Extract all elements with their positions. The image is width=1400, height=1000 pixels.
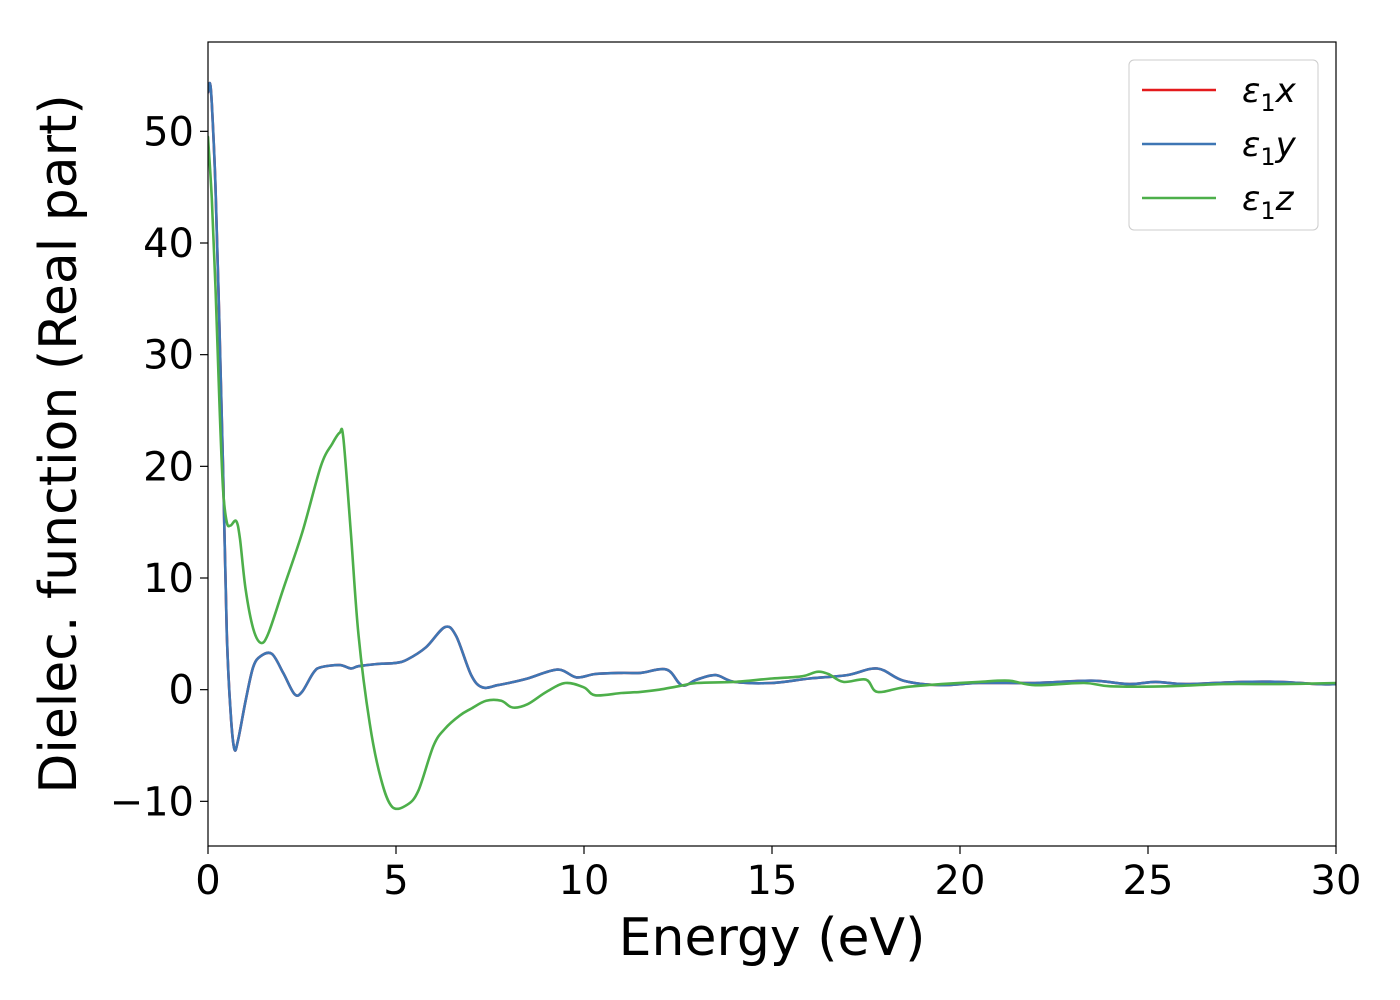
legend-epsilon: ε (1242, 125, 1260, 165)
legend-box (1128, 59, 1319, 231)
y-tick-label: 50 (143, 109, 194, 155)
legend-label-y: ε1y (1242, 125, 1297, 171)
series-layer (208, 81, 1336, 811)
y-tick-label: 40 (143, 221, 194, 267)
legend-variable: z (1275, 179, 1295, 219)
x-tick-label: 25 (1123, 858, 1174, 904)
x-tick-label: 30 (1311, 858, 1362, 904)
x-tick-label: 0 (195, 858, 220, 904)
legend-variable: y (1275, 125, 1297, 165)
legend-epsilon: ε (1242, 71, 1260, 111)
legend-subscript: 1 (1260, 197, 1275, 225)
legend-label-z: ε1z (1242, 179, 1295, 225)
x-axis-label: Energy (eV) (619, 908, 926, 968)
y-tick-label: −10 (110, 779, 194, 825)
y-tick-label: 0 (169, 668, 194, 714)
x-tick-label: 5 (383, 858, 408, 904)
y-axis-label: Dielec. function (Real part) (29, 94, 89, 793)
x-tick-label: 20 (935, 858, 986, 904)
x-tick-label: 10 (559, 858, 610, 904)
legend-epsilon: ε (1242, 179, 1260, 219)
legend-subscript: 1 (1260, 89, 1275, 117)
x-tick-label: 15 (747, 858, 798, 904)
y-tick-label: 30 (143, 333, 194, 379)
series-line-z (208, 135, 1336, 811)
y-tick-label: 20 (143, 444, 194, 490)
legend-label-x: ε1x (1242, 71, 1297, 117)
y-tick-label: 10 (143, 556, 194, 602)
legend-subscript: 1 (1260, 143, 1275, 171)
legend-variable: x (1275, 71, 1297, 111)
